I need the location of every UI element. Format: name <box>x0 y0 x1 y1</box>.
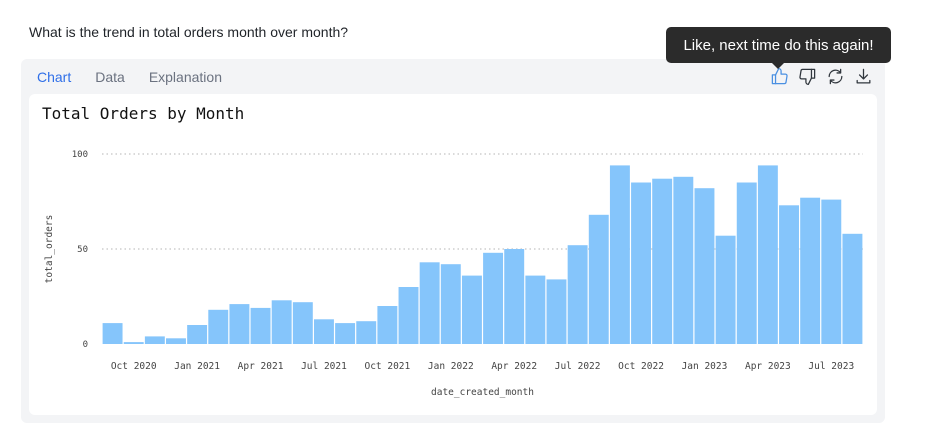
thumbs-down-button[interactable] <box>797 66 817 86</box>
result-panel: Chart Data Explanation <box>21 59 885 423</box>
x-tick-label: Oct 2022 <box>618 361 664 372</box>
like-tooltip: Like, next time do this again! <box>666 27 891 69</box>
bar <box>546 279 567 344</box>
bar <box>461 275 482 344</box>
bar <box>757 165 778 344</box>
bar <box>229 304 250 344</box>
bar <box>292 302 313 344</box>
bar <box>419 262 440 344</box>
bar <box>821 199 842 344</box>
x-tick-label: Jan 2021 <box>174 361 220 372</box>
bar <box>588 214 609 344</box>
thumbs-down-icon <box>798 68 815 85</box>
thumbs-up-icon <box>771 67 788 84</box>
bar <box>504 249 525 344</box>
bar <box>377 306 398 344</box>
tab-explanation[interactable]: Explanation <box>148 69 222 85</box>
x-tick-label: Apr 2023 <box>745 361 791 372</box>
bar <box>673 176 694 344</box>
bar <box>715 235 736 344</box>
bar <box>144 336 165 344</box>
bar <box>440 264 461 344</box>
bar <box>652 178 673 344</box>
bar <box>609 165 630 344</box>
bar <box>335 323 356 344</box>
y-tick-label: 50 <box>77 245 88 255</box>
bar-chart: 0 50 100 Oct 2020 Jan 2021 Apr 2021 Jul 2021 Oc… <box>44 150 863 398</box>
x-axis-label: date_created_month <box>431 387 534 398</box>
x-tick-label: Oct 2020 <box>111 361 157 372</box>
bar <box>567 245 588 344</box>
y-axis-label: total_orders <box>44 215 55 284</box>
x-tick-label: Apr 2022 <box>491 361 537 372</box>
bar <box>525 275 546 344</box>
result-actions <box>769 66 873 86</box>
bar <box>779 205 799 344</box>
thumbs-up-button[interactable] <box>769 66 789 86</box>
bar <box>800 197 821 344</box>
download-button[interactable] <box>853 66 873 86</box>
bar <box>356 321 377 344</box>
x-tick-label: Jan 2023 <box>682 361 728 372</box>
x-tick-label: Oct 2021 <box>364 361 410 372</box>
refresh-button[interactable] <box>825 66 845 86</box>
chart-title: Total Orders by Month <box>42 104 245 123</box>
result-tabs: Chart Data Explanation <box>37 69 222 85</box>
bar <box>842 233 863 344</box>
question-text: What is the trend in total orders month … <box>29 24 349 40</box>
x-tick-label: Jan 2022 <box>428 361 474 372</box>
tab-data[interactable]: Data <box>95 69 125 85</box>
bar <box>166 338 186 344</box>
bar <box>208 309 229 344</box>
bar <box>736 182 757 344</box>
download-icon <box>856 68 870 83</box>
y-tick-label: 0 <box>83 340 88 350</box>
bar <box>483 252 504 344</box>
x-tick-label: Apr 2021 <box>238 361 284 372</box>
bar <box>694 188 715 344</box>
x-tick-label: Jul 2023 <box>808 361 854 372</box>
bar <box>250 307 271 344</box>
y-tick-label: 100 <box>72 150 88 160</box>
bar <box>398 287 419 344</box>
bar <box>102 323 123 344</box>
refresh-icon <box>828 68 842 84</box>
bar <box>187 325 208 344</box>
bar <box>271 300 292 344</box>
x-tick-label: Jul 2021 <box>301 361 347 372</box>
bar <box>313 319 334 344</box>
tab-chart[interactable]: Chart <box>37 69 72 85</box>
bar <box>123 342 144 344</box>
x-tick-label: Jul 2022 <box>555 361 601 372</box>
bar <box>631 182 652 344</box>
chart-card: 0 50 100 Oct 2020 Jan 2021 Apr 2021 Jul 2021 Oc… <box>29 94 877 415</box>
